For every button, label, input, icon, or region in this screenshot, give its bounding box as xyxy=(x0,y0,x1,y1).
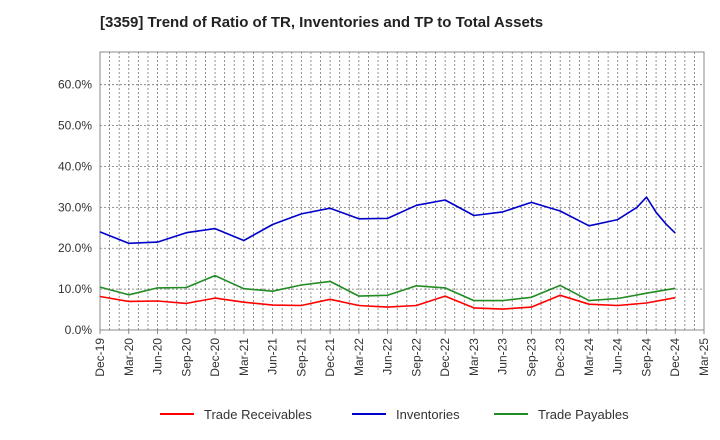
x-tick-label: Dec-24 xyxy=(668,338,682,377)
x-axis-ticks: Dec-19 Mar-20 Jun-20 Sep-20 Dec-20 Mar-21 Jun-… xyxy=(93,330,711,377)
x-tick-label: Mar-22 xyxy=(352,338,366,376)
x-tick-label: Mar-24 xyxy=(582,338,596,376)
y-tick-label: 10.0% xyxy=(58,282,92,296)
x-tick-label: Mar-21 xyxy=(237,338,251,376)
y-tick-label: 40.0% xyxy=(58,159,92,173)
legend-label-trade-payables: Trade Payables xyxy=(538,407,629,422)
x-tick-label: Jun-21 xyxy=(266,338,280,375)
y-tick-label: 20.0% xyxy=(58,241,92,255)
x-tick-label: Dec-21 xyxy=(323,338,337,377)
plot-frame xyxy=(99,51,705,331)
x-tick-label: Dec-20 xyxy=(208,338,222,377)
x-tick-label: Sep-24 xyxy=(639,338,653,377)
y-tick-label: 60.0% xyxy=(58,78,92,92)
x-tick-label: Mar-23 xyxy=(467,338,481,376)
y-axis-ticks: 0.0% 10.0% 20.0% 30.0% 40.0% 50.0% 60.0% xyxy=(58,78,92,337)
x-tick-label: Dec-23 xyxy=(553,338,567,377)
legend-label-inventories: Inventories xyxy=(396,407,460,422)
series-line-inventories xyxy=(99,196,676,245)
x-tick-label: Sep-21 xyxy=(294,338,308,377)
grid-lines xyxy=(100,52,704,330)
y-tick-label: 50.0% xyxy=(58,119,92,133)
chart-title: [3359] Trend of Ratio of TR, Inventories… xyxy=(100,14,544,31)
x-tick-label: Dec-19 xyxy=(93,338,107,377)
x-tick-label: Jun-20 xyxy=(151,338,165,375)
x-tick-label: Mar-20 xyxy=(122,338,136,376)
y-tick-label: 30.0% xyxy=(58,200,92,214)
series-lines xyxy=(99,196,676,310)
x-tick-label: Jun-22 xyxy=(381,338,395,375)
y-tick-label: 0.0% xyxy=(65,323,93,337)
x-tick-label: Dec-22 xyxy=(438,338,452,377)
legend: Trade Receivables Inventories Trade Payabl… xyxy=(160,407,629,422)
x-tick-label: Jun-24 xyxy=(611,338,625,375)
x-tick-label: Sep-23 xyxy=(524,338,538,377)
x-tick-label: Jun-23 xyxy=(496,338,510,375)
x-tick-label: Sep-20 xyxy=(179,338,193,377)
legend-label-trade-receivables: Trade Receivables xyxy=(204,407,312,422)
series-line-trade-receivables xyxy=(99,294,676,310)
x-tick-label: Sep-22 xyxy=(409,338,423,377)
x-tick-label: Mar-25 xyxy=(697,338,711,376)
series-line-trade-payables xyxy=(99,274,676,302)
